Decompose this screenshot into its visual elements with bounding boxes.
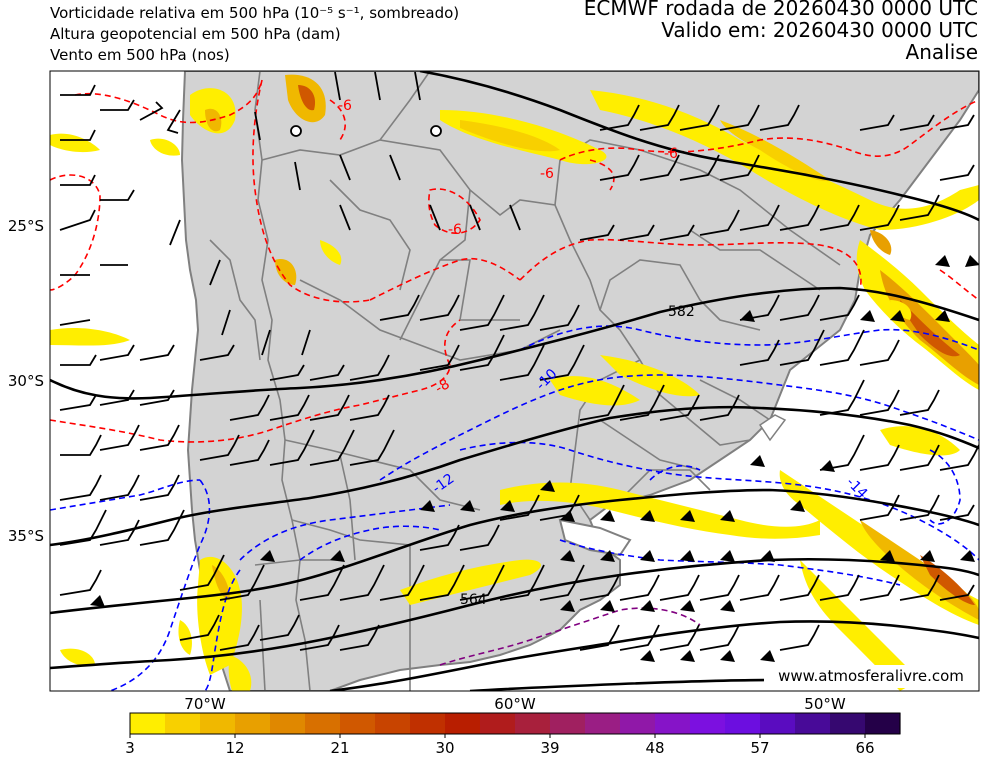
vorticity-shading bbox=[50, 74, 979, 691]
geopotential-label: 564 bbox=[460, 592, 487, 608]
colorbar-swatch bbox=[305, 713, 341, 734]
colorbar-swatch bbox=[480, 713, 516, 734]
lat-label: 25°S bbox=[8, 217, 44, 235]
colorbar-swatch bbox=[760, 713, 796, 734]
header-left: Vorticidade relativa em 500 hPa (10⁻⁵ s⁻… bbox=[50, 3, 459, 66]
lat-label: 30°S bbox=[8, 372, 44, 390]
colorbar-swatch bbox=[235, 713, 271, 734]
lon-label: 50°W bbox=[804, 695, 846, 713]
lagoa-dos-patos bbox=[758, 414, 787, 442]
vort-label-red: -8 bbox=[433, 376, 453, 397]
colorbar-swatch bbox=[130, 713, 166, 734]
geopotential-label: 582 bbox=[668, 304, 695, 320]
wind-barbs bbox=[59, 71, 979, 651]
analysis-label: Analise bbox=[905, 40, 978, 64]
calm-wind-circle bbox=[430, 125, 442, 137]
colorbar-swatch bbox=[200, 713, 236, 734]
colorbar-tick-label: 3 bbox=[125, 739, 135, 757]
title-wind: Vento em 500 hPa (nos) bbox=[50, 46, 230, 64]
colorbar-swatch bbox=[445, 713, 481, 734]
colorbar-swatch bbox=[585, 713, 621, 734]
lat-label: 35°S bbox=[8, 527, 44, 545]
colorbar-swatch bbox=[620, 713, 656, 734]
colorbar-tick-label: 12 bbox=[225, 739, 245, 757]
colorbar-swatch bbox=[655, 713, 691, 734]
lon-label: 60°W bbox=[494, 695, 536, 713]
map-frame bbox=[49, 70, 980, 692]
vort-label-red: -6 bbox=[338, 98, 352, 114]
vort-label-red: -6 bbox=[540, 166, 554, 182]
vort-label-red: -6 bbox=[448, 222, 462, 238]
colorbar-swatch bbox=[550, 713, 586, 734]
calm-wind-circle bbox=[290, 125, 302, 137]
colorbar-tick-label: 48 bbox=[645, 739, 665, 757]
colorbar-tick-label: 57 bbox=[750, 739, 770, 757]
colorbar-swatch bbox=[795, 713, 831, 734]
title-vorticity: Vorticidade relativa em 500 hPa (10⁻⁵ s⁻… bbox=[50, 4, 460, 22]
colorbar-swatch bbox=[725, 713, 761, 734]
colorbar-swatch bbox=[270, 713, 306, 734]
title-geopotential: Altura geopotencial em 500 hPa (dam) bbox=[50, 25, 341, 43]
colorbar-tick-label: 39 bbox=[540, 739, 560, 757]
colorbar-swatch bbox=[515, 713, 551, 734]
longitude-labels: 70°W 60°W 50°W bbox=[184, 695, 846, 713]
lon-label: 70°W bbox=[184, 695, 226, 713]
colorbar-swatch bbox=[690, 713, 726, 734]
colorbar-swatch bbox=[410, 713, 446, 734]
model-run: ECMWF rodada de 20260430 0000 UTC bbox=[583, 0, 978, 20]
colorbar-swatch bbox=[165, 713, 201, 734]
vort-label-red: -6 bbox=[664, 146, 678, 162]
colorbar-tick-label: 66 bbox=[855, 739, 875, 757]
country-borders bbox=[209, 71, 841, 691]
watermark: www.atmosferalivre.com bbox=[764, 665, 978, 688]
colorbar-tick-label: 21 bbox=[330, 739, 350, 757]
vorticity-contours-blue bbox=[50, 325, 979, 691]
colorbar-swatch bbox=[865, 713, 901, 734]
colorbar-frame bbox=[129, 712, 901, 735]
colorbar-swatch bbox=[830, 713, 866, 734]
header-right: ECMWF rodada de 20260430 0000 UTC Valido… bbox=[584, 0, 978, 63]
vorticity-contour-purple bbox=[439, 607, 701, 666]
valid-time: Valido em: 20260430 0000 UTC bbox=[661, 18, 978, 42]
colorbar-tick-label: 30 bbox=[435, 739, 455, 757]
latitude-labels: 25°S 30°S 35°S bbox=[8, 217, 44, 545]
colorbar-swatch bbox=[375, 713, 411, 734]
geopotential-contours bbox=[50, 71, 979, 691]
colorbar bbox=[130, 713, 901, 734]
colorbar-ticks bbox=[129, 734, 866, 738]
wind-pennants bbox=[90, 255, 979, 662]
colorbar-swatch bbox=[340, 713, 376, 734]
